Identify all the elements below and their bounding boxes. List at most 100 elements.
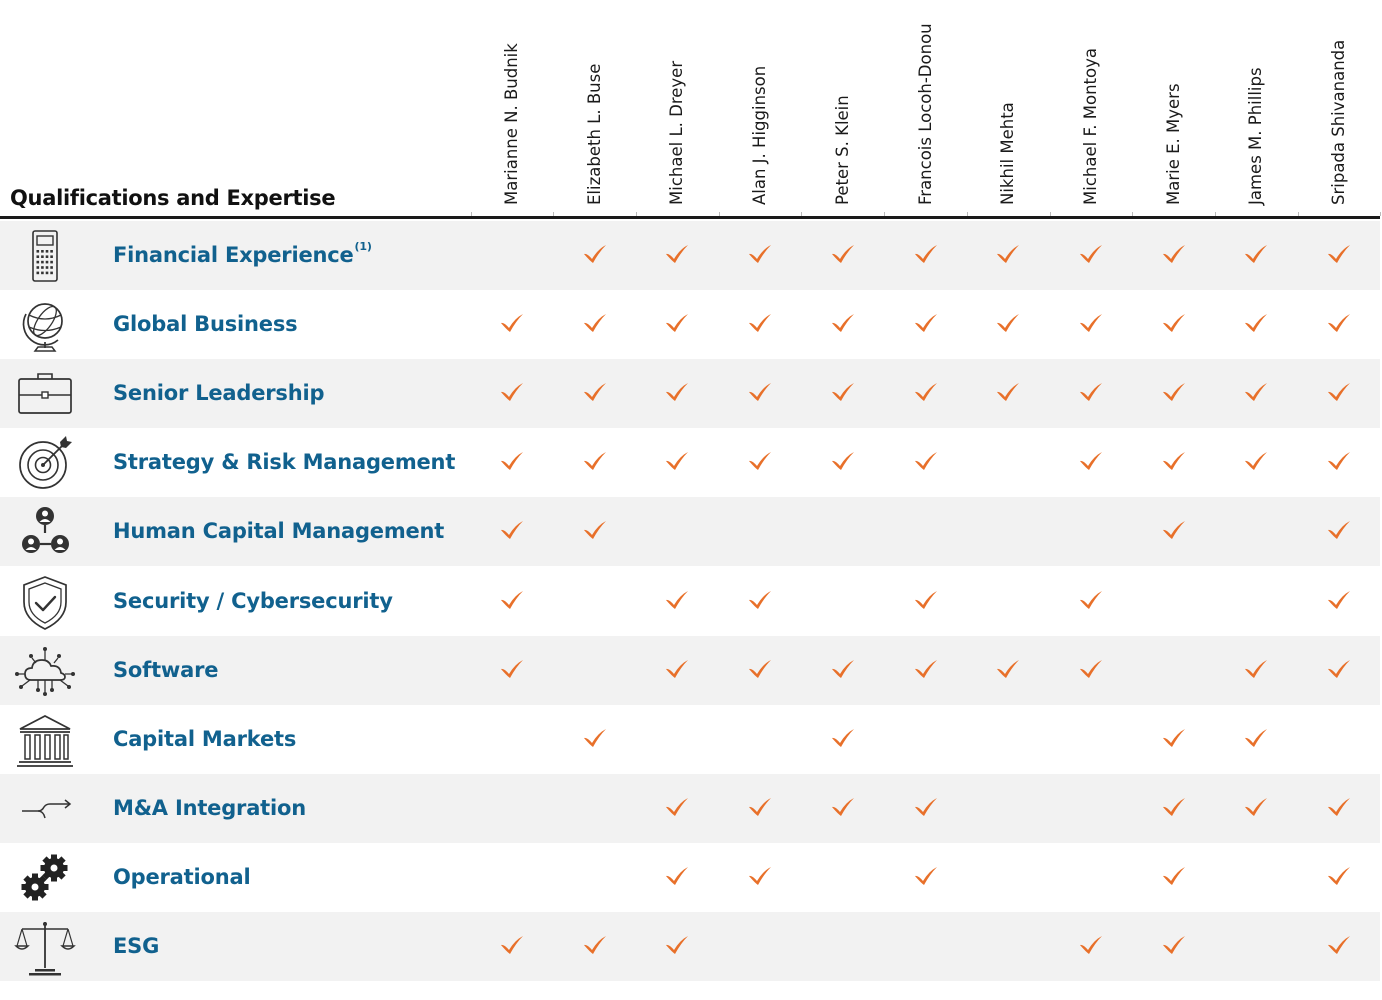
checkmark-icon (1326, 312, 1352, 334)
checkmark-icon (995, 243, 1021, 265)
checkmark-icon (499, 519, 525, 541)
checkmark-icon (1078, 243, 1104, 265)
merge-arrow-icon (14, 780, 76, 838)
cloud-network-icon (14, 642, 76, 700)
checkmark-icon (582, 519, 608, 541)
checkmark-icon (664, 658, 690, 680)
checkmark-icon (1161, 450, 1187, 472)
checkmark-icon (664, 450, 690, 472)
qualification-label: ESG (113, 934, 159, 958)
column-tick (718, 212, 720, 216)
checkmark-icon (664, 243, 690, 265)
column-tick (636, 212, 638, 216)
qualification-label: Strategy & Risk Management (113, 450, 455, 474)
scales-icon (14, 918, 76, 976)
qualification-row: Human Capital Management (0, 497, 1380, 567)
qualification-label: Security / Cybersecurity (113, 589, 393, 613)
checkmark-icon (1161, 312, 1187, 334)
checkmark-icon (830, 312, 856, 334)
director-name-text: Marie E. Myers (1163, 83, 1183, 205)
checkmark-icon (499, 312, 525, 334)
checkmark-icon (1078, 312, 1104, 334)
checkmark-icon (664, 381, 690, 403)
checkmark-icon (664, 312, 690, 334)
qualification-label: Software (113, 657, 219, 682)
checkmark-icon (995, 381, 1021, 403)
checkmark-icon (1243, 381, 1269, 403)
qualification-row: Security / Cybersecurity (0, 567, 1380, 636)
checkmark-icon (1326, 934, 1352, 956)
checkmark-icon (1161, 243, 1187, 265)
qualification-row: M&A Integration (0, 773, 1380, 843)
checkmark-icon (747, 589, 773, 611)
qualification-label: M&A Integration (113, 796, 306, 820)
shield-check-icon (14, 573, 76, 631)
checkmark-icon (1078, 589, 1104, 611)
qualification-label: Senior Leadership (113, 381, 325, 405)
checkmark-icon (499, 450, 525, 472)
globe-icon (14, 296, 76, 354)
checkmark-icon (664, 589, 690, 611)
qualification-row: Capital Markets (0, 705, 1380, 774)
director-name-text: Peter S. Klein (832, 95, 852, 205)
checkmark-icon (913, 450, 939, 472)
qualification-label-text: Capital Markets (113, 726, 297, 751)
checkmark-icon (913, 312, 939, 334)
checkmark-icon (582, 727, 608, 749)
target-icon (14, 434, 76, 492)
checkmark-icon (1243, 796, 1269, 818)
qualification-label: Financial Experience(1) (113, 240, 372, 267)
qualification-label-text: Software (113, 657, 219, 682)
checkmark-icon (1078, 381, 1104, 403)
director-name-text: Michael F. Montoya (1080, 48, 1100, 205)
checkmark-icon (747, 381, 773, 403)
checkmark-icon (499, 589, 525, 611)
director-name-text: Francois Locoh-Donou (915, 23, 935, 205)
qualification-label-text: Financial Experience (113, 243, 354, 267)
footnote-marker: (1) (354, 240, 372, 253)
checkmark-icon (1326, 796, 1352, 818)
checkmark-icon (913, 865, 939, 887)
director-name-text: Marianne N. Budnik (502, 43, 521, 205)
checkmark-icon (1161, 381, 1187, 403)
checkmark-icon (830, 450, 856, 472)
column-tick (1214, 212, 1216, 216)
checkmark-icon (913, 589, 939, 611)
checkmark-icon (664, 796, 690, 818)
matrix-title: Qualifications and Expertise (10, 186, 336, 210)
checkmark-icon (747, 796, 773, 818)
checkmark-icon (1326, 519, 1352, 541)
qualification-row: Senior Leadership (0, 359, 1380, 429)
qualification-label-text: ESG (113, 934, 160, 958)
qualification-label-text: Human Capital Management (113, 519, 445, 544)
briefcase-icon (14, 365, 76, 423)
checkmark-icon (995, 312, 1021, 334)
checkmark-icon (1078, 658, 1104, 680)
checkmark-icon (1326, 381, 1352, 403)
checkmark-icon (1078, 450, 1104, 472)
checkmark-icon (582, 243, 608, 265)
checkmark-icon (1161, 727, 1187, 749)
column-tick (1049, 212, 1051, 216)
qualification-label: Capital Markets (113, 727, 296, 751)
checkmark-icon (1243, 312, 1269, 334)
qualification-label-text: M&A Integration (113, 795, 306, 820)
qualification-row: Strategy & Risk Management (0, 428, 1380, 497)
checkmark-icon (747, 243, 773, 265)
checkmark-icon (913, 658, 939, 680)
gears-icon (14, 849, 76, 907)
calculator-icon (14, 227, 76, 285)
checkmark-icon (913, 243, 939, 265)
checkmark-icon (830, 243, 856, 265)
checkmark-icon (582, 934, 608, 956)
checkmark-icon (1243, 658, 1269, 680)
column-tick (1297, 212, 1299, 216)
checkmark-icon (830, 796, 856, 818)
checkmark-icon (499, 934, 525, 956)
checkmark-icon (582, 381, 608, 403)
checkmark-icon (582, 312, 608, 334)
checkmark-icon (499, 658, 525, 680)
bank-building-icon (14, 711, 76, 769)
checkmark-icon (1326, 450, 1352, 472)
